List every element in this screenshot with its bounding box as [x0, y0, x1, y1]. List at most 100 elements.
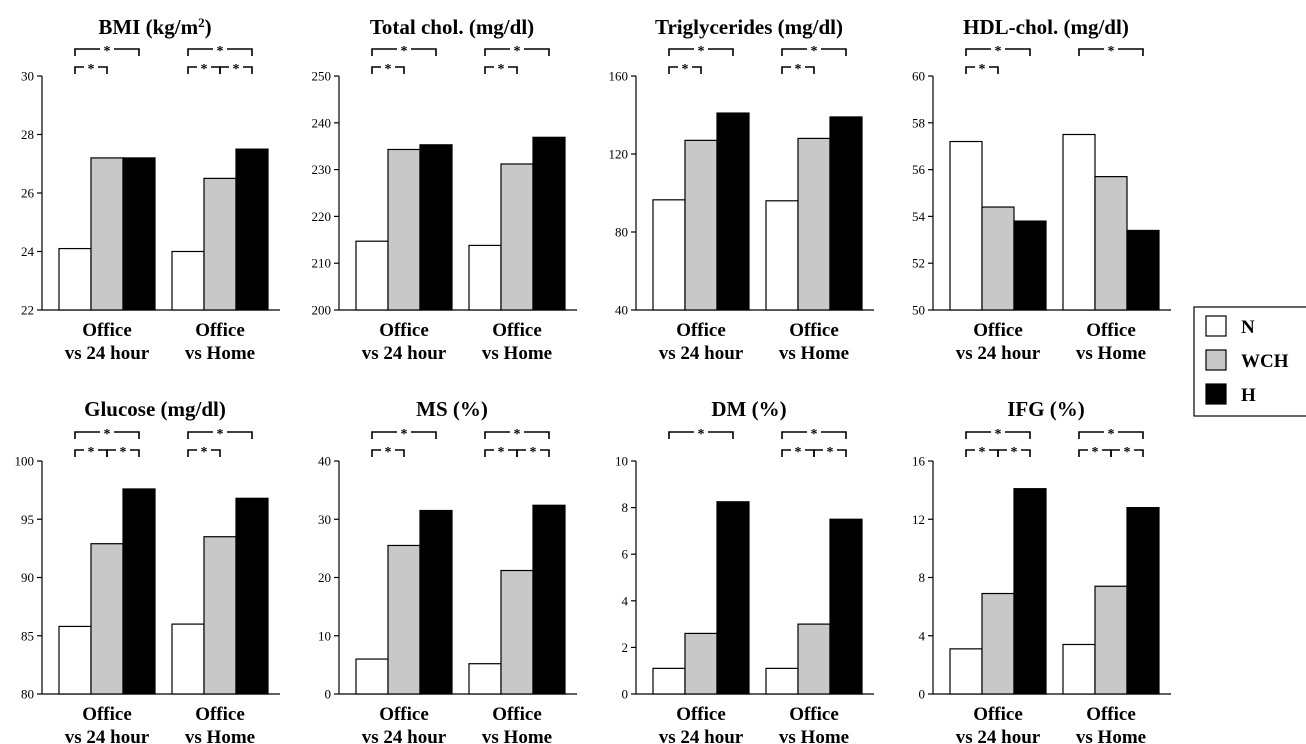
bar-n	[652, 199, 686, 311]
significance-bracket: *	[371, 62, 405, 77]
bar-h	[1013, 220, 1047, 311]
bracket-line	[484, 66, 494, 74]
bracket-line	[1005, 48, 1031, 56]
y-tick-label: 95	[21, 512, 34, 527]
bracket-line	[837, 449, 847, 457]
y-tick-label: 50	[912, 303, 925, 318]
bar-h	[122, 488, 156, 695]
y-tick-label: 0	[622, 687, 629, 702]
bracket-line	[130, 449, 140, 457]
significance-bracket: *	[668, 62, 702, 77]
significance-star: *	[1108, 44, 1115, 59]
significance-star: *	[795, 445, 802, 460]
chart-title: DM (%)	[711, 397, 786, 421]
y-tick-label: 210	[312, 256, 332, 271]
significance-bracket: *	[965, 427, 1031, 442]
group-label: vs Home	[779, 343, 849, 364]
legend-swatch	[1205, 349, 1227, 371]
y-tick-label: 230	[312, 162, 332, 177]
bar-wch	[500, 163, 534, 311]
bracket-line	[821, 431, 847, 439]
significance-star: *	[233, 62, 240, 77]
bracket-line	[965, 449, 975, 457]
y-tick-label: 220	[312, 209, 332, 224]
bracket-line	[371, 431, 397, 439]
y-tick-label: 10	[318, 628, 331, 643]
y-tick-label: 30	[318, 512, 331, 527]
significance-star: *	[201, 62, 208, 77]
chart-title: Glucose (mg/dl)	[84, 397, 226, 421]
bar-n	[1062, 643, 1096, 695]
bracket-line	[74, 449, 84, 457]
bracket-line	[98, 449, 108, 457]
significance-bracket: *	[813, 445, 847, 460]
y-tick-label: 30	[21, 69, 34, 84]
significance-bracket: *	[74, 44, 140, 59]
significance-star: *	[201, 445, 208, 460]
y-tick-label: 58	[912, 115, 925, 130]
chart-panel-8: IFG (%) 0 4 8 12 16 Office vs 24 hour Office vs H…	[912, 397, 1171, 744]
significance-bracket: *	[1110, 445, 1144, 460]
bracket-line	[227, 48, 253, 56]
bar-n	[355, 658, 389, 695]
bracket-line	[781, 431, 807, 439]
significance-bracket: *	[965, 445, 999, 460]
y-tick-label: 26	[21, 186, 35, 201]
significance-bracket: *	[74, 427, 140, 442]
y-tick-label: 0	[919, 687, 926, 702]
y-tick-label: 28	[21, 127, 34, 142]
significance-bracket: *	[1078, 44, 1144, 59]
y-tick-label: 40	[615, 303, 628, 318]
significance-star: *	[827, 445, 834, 460]
bracket-line	[708, 431, 734, 439]
bracket-line	[781, 449, 791, 457]
bracket-line	[781, 48, 807, 56]
bar-n	[765, 200, 799, 311]
significance-bracket: *	[781, 427, 847, 442]
bracket-line	[1021, 449, 1031, 457]
bar-h	[716, 112, 750, 311]
group-label: vs Home	[1076, 343, 1146, 364]
bracket-line	[395, 66, 405, 74]
significance-bracket: *	[781, 62, 815, 77]
group-label: Office	[379, 320, 429, 341]
group-label: Office	[195, 320, 245, 341]
y-tick-label: 8	[919, 570, 926, 585]
significance-star: *	[1092, 445, 1099, 460]
significance-bracket: *	[106, 445, 140, 460]
group-label: Office	[82, 704, 132, 725]
bracket-line	[508, 449, 518, 457]
bar-n	[171, 623, 205, 695]
significance-bracket: *	[668, 44, 734, 59]
significance-star: *	[385, 62, 392, 77]
bracket-line	[187, 431, 213, 439]
bracket-line	[1118, 431, 1144, 439]
y-tick-label: 56	[912, 162, 926, 177]
group-label: vs 24 hour	[65, 727, 150, 744]
significance-star: *	[811, 427, 818, 442]
bracket-line	[1078, 48, 1104, 56]
y-tick-label: 2	[622, 640, 629, 655]
bracket-line	[74, 431, 100, 439]
bracket-line	[965, 48, 991, 56]
bracket-line	[411, 48, 437, 56]
y-tick-label: 16	[912, 454, 926, 469]
group-label: vs 24 hour	[65, 343, 150, 364]
group-label: Office	[789, 704, 839, 725]
bracket-line	[668, 66, 678, 74]
group-label: vs 24 hour	[659, 343, 744, 364]
significance-bracket: *	[219, 62, 253, 77]
bar-h	[1126, 229, 1160, 311]
y-tick-label: 120	[609, 147, 629, 162]
y-tick-label: 200	[312, 303, 332, 318]
bar-h	[716, 501, 750, 695]
legend-label: N	[1241, 317, 1255, 338]
bar-h	[532, 136, 566, 311]
bracket-line	[371, 66, 381, 74]
bar-wch	[1094, 176, 1128, 311]
bar-h	[532, 504, 566, 695]
bracket-line	[692, 66, 702, 74]
y-tick-label: 4	[622, 593, 629, 608]
chart-panel-5: Glucose (mg/dl) 80 85 90 95 100 Office vs 24 ho…	[15, 397, 280, 744]
